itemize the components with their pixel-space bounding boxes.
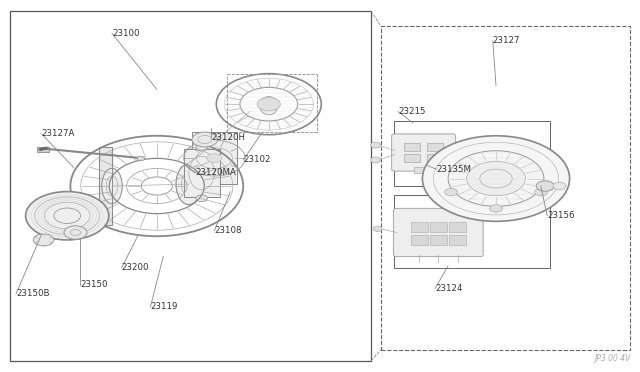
Circle shape [422, 136, 570, 221]
Bar [184, 149, 220, 197]
Bar [192, 132, 237, 184]
Ellipse shape [196, 144, 207, 151]
Circle shape [553, 182, 566, 190]
Circle shape [445, 189, 458, 196]
Bar [542, 177, 548, 195]
Circle shape [137, 156, 145, 161]
Ellipse shape [260, 96, 278, 115]
Text: 23127A: 23127A [42, 129, 75, 138]
Bar [381, 26, 630, 350]
Bar [10, 11, 371, 361]
Bar [37, 147, 49, 152]
Text: 23124: 23124 [435, 284, 463, 293]
Text: 23150B: 23150B [16, 289, 49, 298]
Circle shape [536, 181, 554, 191]
Circle shape [490, 205, 502, 212]
Text: 23156: 23156 [547, 211, 575, 220]
Text: 23120MA: 23120MA [195, 169, 236, 177]
Polygon shape [99, 147, 112, 225]
Bar [411, 222, 428, 232]
Circle shape [64, 226, 87, 239]
FancyBboxPatch shape [394, 208, 483, 257]
Bar [394, 121, 550, 186]
Bar [411, 235, 428, 245]
Bar [430, 235, 447, 245]
Bar [427, 143, 443, 151]
Text: 23127: 23127 [493, 36, 520, 45]
Circle shape [467, 161, 525, 196]
Bar [404, 154, 420, 162]
Text: 23100: 23100 [112, 29, 140, 38]
Circle shape [207, 154, 222, 163]
Circle shape [257, 97, 280, 111]
Circle shape [373, 226, 382, 231]
Circle shape [192, 132, 218, 147]
Text: 23102: 23102 [243, 155, 271, 164]
Text: 23119: 23119 [150, 302, 178, 311]
Text: JP3 00 4V: JP3 00 4V [594, 354, 630, 363]
Bar [404, 143, 420, 151]
Text: 23108: 23108 [214, 226, 242, 235]
Text: 23200: 23200 [122, 263, 149, 272]
Text: 23120H: 23120H [211, 133, 245, 142]
Text: 23150: 23150 [80, 280, 108, 289]
Text: 23135M: 23135M [436, 165, 472, 174]
Text: 23215: 23215 [398, 107, 426, 116]
Bar [449, 222, 466, 232]
Bar [449, 235, 466, 245]
Bar [430, 222, 447, 232]
Bar [414, 167, 433, 173]
Circle shape [33, 234, 54, 246]
Ellipse shape [196, 195, 207, 202]
Bar [394, 195, 550, 268]
Circle shape [371, 157, 381, 163]
Circle shape [534, 189, 547, 196]
Bar [427, 154, 443, 162]
Ellipse shape [102, 168, 122, 204]
Circle shape [371, 142, 381, 148]
Circle shape [26, 192, 109, 240]
FancyBboxPatch shape [392, 134, 456, 171]
Ellipse shape [176, 164, 202, 205]
